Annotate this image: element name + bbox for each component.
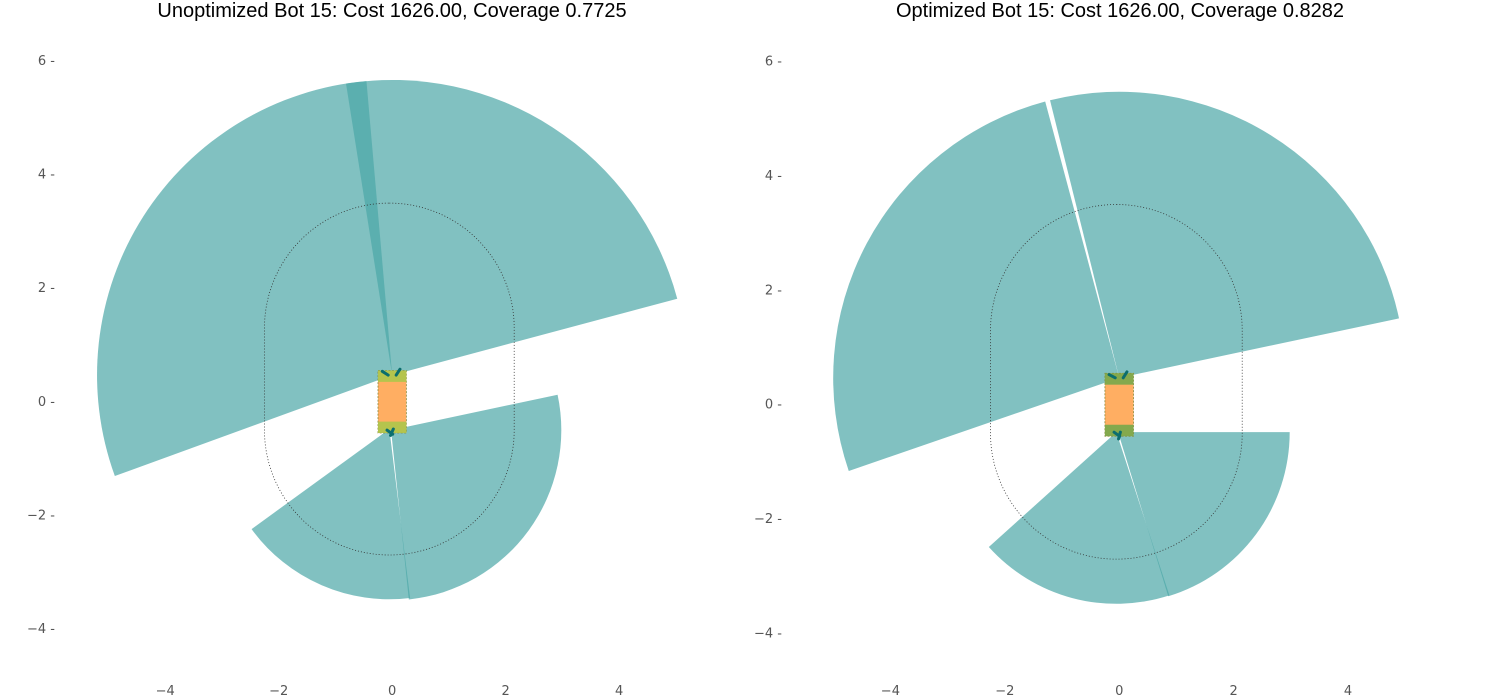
sensor-mount-top <box>1104 373 1134 385</box>
x-tick-label: −2 <box>995 684 1014 699</box>
y-tick-label: 4 - <box>38 168 55 183</box>
y-tick-label: 2 - <box>765 283 782 298</box>
sensor-mount-bottom <box>377 421 407 433</box>
y-tick-label: −4 - <box>754 627 782 642</box>
sensor-mount-top <box>377 370 407 382</box>
sensor-marker-4 <box>1112 430 1122 438</box>
sensor-mount-bottom <box>1104 424 1134 437</box>
chart-title: Optimized Bot 15: Cost 1626.00, Coverage… <box>896 0 1344 22</box>
robot-path <box>990 204 1243 560</box>
path-layer <box>990 204 1243 560</box>
sensor-marker-1 <box>1121 370 1129 380</box>
y-tick-label: 0 - <box>38 395 55 410</box>
axis-ticks: −4 −2 0 2 4 −4 - −2 - 0 - 2 - 4 - 6 - <box>754 54 1352 699</box>
chart-title: Unoptimized Bot 15: Cost 1626.00, Covera… <box>157 0 626 22</box>
y-tick-label: 2 - <box>38 281 55 296</box>
robot-layer <box>1104 372 1134 437</box>
robot-path <box>264 202 515 556</box>
y-tick-label: −2 - <box>27 508 55 523</box>
sensor-marker-2 <box>380 369 390 377</box>
x-tick-label: 2 <box>1229 684 1237 699</box>
optimized-plot: Optimized Bot 15: Cost 1626.00, Coverage… <box>754 0 1400 699</box>
path-layer <box>264 202 515 556</box>
sensor-layer <box>380 367 402 437</box>
sensor-fov-wedge-4 <box>1118 432 1290 597</box>
sensor-fov-wedge-1 <box>1050 91 1400 378</box>
y-tick-label: 6 - <box>765 54 782 69</box>
sensor-fov-wedge-1 <box>346 79 678 376</box>
x-tick-label: 4 <box>1344 684 1352 699</box>
y-tick-label: 6 - <box>38 54 55 69</box>
sensor-fov-wedge-3 <box>988 432 1170 604</box>
x-tick-label: 0 <box>1115 684 1123 699</box>
sensor-fov-wedge-3 <box>251 429 411 600</box>
y-tick-label: 0 - <box>765 398 782 413</box>
y-tick-label: −2 - <box>754 512 782 527</box>
sensor-fov-wedge-4 <box>391 394 562 600</box>
x-tick-label: −2 <box>269 684 288 699</box>
axis-ticks: −4 −2 0 2 4 −4 - −2 - 0 - 2 - 4 - 6 - <box>27 54 623 699</box>
x-tick-label: 4 <box>615 684 623 699</box>
y-tick-label: −4 - <box>27 622 55 637</box>
sensor-marker-4 <box>385 428 395 436</box>
unoptimized-plot: Unoptimized Bot 15: Cost 1626.00, Covera… <box>27 0 678 699</box>
y-tick-label: 4 - <box>765 169 782 184</box>
sensor-marker-1 <box>394 367 402 377</box>
x-tick-label: −4 <box>156 684 175 699</box>
sensor-fov-wedge-2 <box>97 81 393 477</box>
sensor-fov-layer <box>97 79 678 600</box>
x-tick-label: 2 <box>502 684 510 699</box>
x-tick-label: 0 <box>388 684 396 699</box>
sensor-fov-layer <box>833 91 1400 604</box>
x-tick-label: −4 <box>881 684 900 699</box>
sensor-fov-wedge-2 <box>833 101 1120 471</box>
sensor-marker-2 <box>1107 373 1117 380</box>
robot-layer <box>377 370 407 434</box>
sensor-layer <box>1107 370 1129 441</box>
